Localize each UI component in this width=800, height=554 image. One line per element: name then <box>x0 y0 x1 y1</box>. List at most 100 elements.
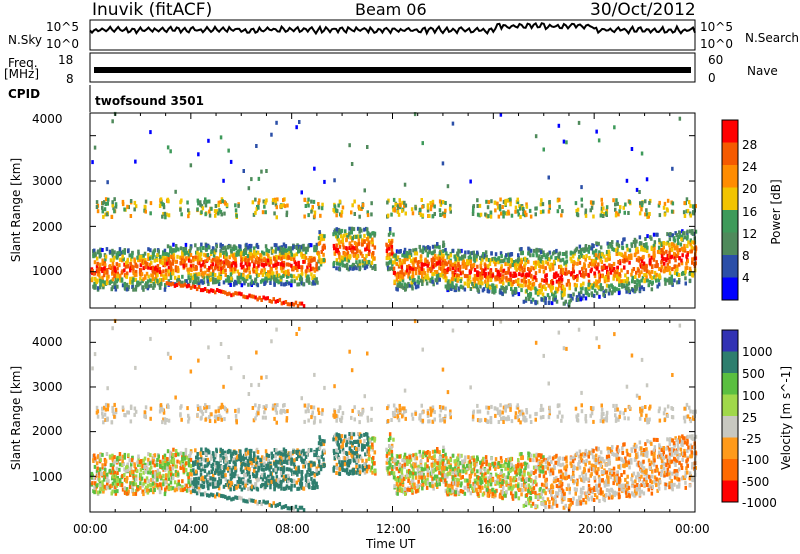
velocity-cell <box>229 469 232 474</box>
power-cell <box>142 287 145 292</box>
power-cell <box>491 283 494 288</box>
velocity-cell <box>396 476 400 481</box>
velocity-cell <box>339 436 342 441</box>
velocity-cell <box>466 478 469 483</box>
power-cell <box>93 251 97 256</box>
power-cell <box>159 259 162 264</box>
velocity-cell <box>371 436 374 441</box>
power-cell <box>136 280 140 285</box>
velocity-cell <box>264 449 268 454</box>
velocity-cell <box>395 466 398 471</box>
velocity-cell <box>437 459 440 463</box>
power-cell <box>443 261 446 266</box>
power-cell <box>172 248 175 253</box>
velocity-cell <box>446 390 450 395</box>
power-cell <box>342 256 345 261</box>
velocity-cell <box>320 411 324 416</box>
velocity-cell <box>355 464 358 469</box>
power-cell <box>247 266 251 271</box>
velocity-cell <box>321 408 324 413</box>
power-cell <box>95 279 98 284</box>
velocity-cell <box>444 474 447 479</box>
velocity-cell <box>467 455 470 460</box>
power-cell <box>247 274 250 279</box>
power-cell <box>419 278 422 283</box>
velocity-cell <box>300 396 303 401</box>
power-cell <box>214 204 218 208</box>
velocity-cell <box>201 475 204 480</box>
velocity-cell <box>251 406 255 410</box>
power-cell <box>437 254 440 259</box>
power-cell <box>107 274 110 279</box>
velocity-cell <box>194 484 197 489</box>
power-cell <box>167 265 171 270</box>
velocity-cell <box>239 458 243 463</box>
velocity-cell <box>234 468 238 473</box>
power-cell <box>231 253 235 258</box>
power-cell <box>467 250 470 255</box>
velocity-cell <box>255 412 258 417</box>
power-cell <box>277 246 280 251</box>
velocity-cell <box>345 470 349 475</box>
power-cell <box>357 241 361 246</box>
velocity-cell <box>394 458 398 463</box>
velocity-cell <box>473 472 477 477</box>
velocity-cell <box>353 470 357 475</box>
power-cell <box>389 252 392 257</box>
velocity-cell <box>431 408 435 413</box>
power-cell <box>249 275 252 280</box>
power-cell <box>421 274 424 279</box>
power-cell <box>99 248 102 253</box>
power-cell <box>348 143 351 148</box>
power-cell <box>153 258 156 263</box>
power-cell <box>464 264 467 269</box>
power-cell <box>499 273 502 278</box>
power-cell <box>310 199 313 204</box>
power-cell <box>309 255 313 260</box>
power-cell <box>149 283 152 288</box>
power-cell <box>396 255 400 260</box>
power-cell <box>297 264 300 268</box>
velocity-cell <box>483 478 487 483</box>
velocity-cell <box>430 409 433 414</box>
power-cell <box>167 256 171 261</box>
velocity-cell <box>403 459 406 463</box>
power-cell <box>358 249 362 254</box>
velocity-cell <box>323 448 326 453</box>
power-cell <box>224 273 227 277</box>
velocity-cell <box>332 437 335 442</box>
velocity-cell <box>111 481 115 486</box>
velocity-cell <box>180 417 183 422</box>
velocity-cell <box>373 438 376 443</box>
power-cell <box>225 252 228 257</box>
power-cell <box>494 252 498 257</box>
power-cell <box>307 279 310 284</box>
power-cell <box>323 179 326 184</box>
power-cell <box>315 264 318 268</box>
power-cell <box>214 213 217 218</box>
power-cell <box>436 256 439 261</box>
power-cell <box>289 246 292 251</box>
velocity-cell <box>206 483 209 488</box>
velocity-cell <box>104 407 108 412</box>
velocity-cell <box>105 452 109 456</box>
power-cell <box>140 254 143 259</box>
velocity-cell <box>297 468 300 473</box>
velocity-cell <box>95 405 99 410</box>
velocity-cell <box>156 483 159 488</box>
power-cell <box>162 212 165 216</box>
power-cell <box>283 247 286 252</box>
power-cell <box>108 264 112 269</box>
power-cell <box>277 273 281 278</box>
power-cell <box>268 270 271 275</box>
power-cell <box>135 272 138 277</box>
power-cell <box>484 263 487 268</box>
velocity-cell <box>314 453 318 457</box>
velocity-cell <box>393 458 396 463</box>
power-cell <box>285 210 289 215</box>
power-cell <box>237 203 240 208</box>
power-cell <box>367 245 371 250</box>
velocity-cell <box>203 405 206 410</box>
velocity-cell <box>308 447 312 452</box>
power-cell <box>395 273 399 278</box>
